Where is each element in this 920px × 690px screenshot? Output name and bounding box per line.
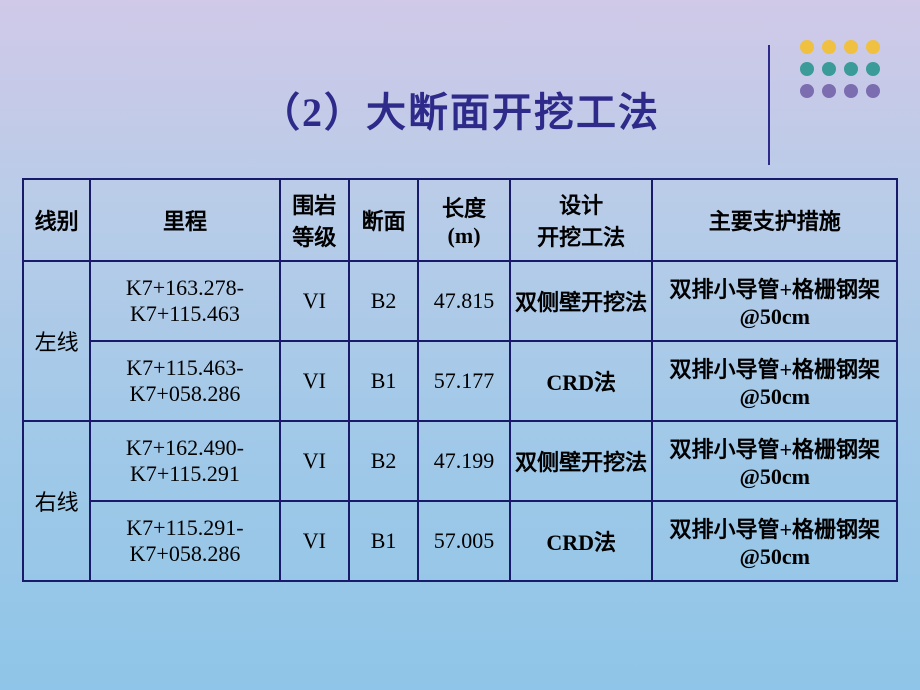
title-divider-line <box>768 45 770 165</box>
header-length: 长度(m) <box>418 179 510 261</box>
cell-support: 双排小导管+格栅钢架@50cm <box>652 421 897 501</box>
cell-section: B2 <box>349 421 418 501</box>
cell-support: 双排小导管+格栅钢架@50cm <box>652 341 897 421</box>
cell-length: 47.199 <box>418 421 510 501</box>
cell-rock: VI <box>280 341 349 421</box>
slide-title: （2）大断面开挖工法 <box>260 80 660 138</box>
header-mileage: 里程 <box>90 179 279 261</box>
cell-rock: VI <box>280 501 349 581</box>
table-row: 右线 K7+162.490-K7+115.291 VI B2 47.199 双侧… <box>23 421 897 501</box>
cell-length: 47.815 <box>418 261 510 341</box>
header-section: 断面 <box>349 179 418 261</box>
table-header-row: 线别 里程 围岩等级 断面 长度(m) 设计开挖工法 主要支护措施 <box>23 179 897 261</box>
header-rock: 围岩等级 <box>280 179 349 261</box>
cell-mileage: K7+115.463-K7+058.286 <box>90 341 279 421</box>
cell-method: 双侧壁开挖法 <box>510 261 653 341</box>
cell-mileage: K7+115.291-K7+058.286 <box>90 501 279 581</box>
table-row: K7+115.291-K7+058.286 VI B1 57.005 CRD法 … <box>23 501 897 581</box>
cell-method: CRD法 <box>510 501 653 581</box>
table-container: 线别 里程 围岩等级 断面 长度(m) 设计开挖工法 主要支护措施 左线 K7+… <box>0 178 920 582</box>
cell-line-label: 左线 <box>23 261 90 421</box>
table-row: 左线 K7+163.278-K7+115.463 VI B2 47.815 双侧… <box>23 261 897 341</box>
cell-section: B1 <box>349 501 418 581</box>
cell-method: 双侧壁开挖法 <box>510 421 653 501</box>
excavation-table: 线别 里程 围岩等级 断面 长度(m) 设计开挖工法 主要支护措施 左线 K7+… <box>22 178 898 582</box>
cell-mileage: K7+162.490-K7+115.291 <box>90 421 279 501</box>
header-support: 主要支护措施 <box>652 179 897 261</box>
cell-mileage: K7+163.278-K7+115.463 <box>90 261 279 341</box>
cell-rock: VI <box>280 421 349 501</box>
cell-method: CRD法 <box>510 341 653 421</box>
table-body: 左线 K7+163.278-K7+115.463 VI B2 47.815 双侧… <box>23 261 897 581</box>
title-area: （2）大断面开挖工法 <box>0 0 920 178</box>
cell-support: 双排小导管+格栅钢架@50cm <box>652 501 897 581</box>
cell-section: B2 <box>349 261 418 341</box>
table-row: K7+115.463-K7+058.286 VI B1 57.177 CRD法 … <box>23 341 897 421</box>
cell-length: 57.005 <box>418 501 510 581</box>
cell-rock: VI <box>280 261 349 341</box>
cell-section: B1 <box>349 341 418 421</box>
cell-support: 双排小导管+格栅钢架@50cm <box>652 261 897 341</box>
cell-length: 57.177 <box>418 341 510 421</box>
cell-line-label: 右线 <box>23 421 90 581</box>
header-line: 线别 <box>23 179 90 261</box>
header-method: 设计开挖工法 <box>510 179 653 261</box>
